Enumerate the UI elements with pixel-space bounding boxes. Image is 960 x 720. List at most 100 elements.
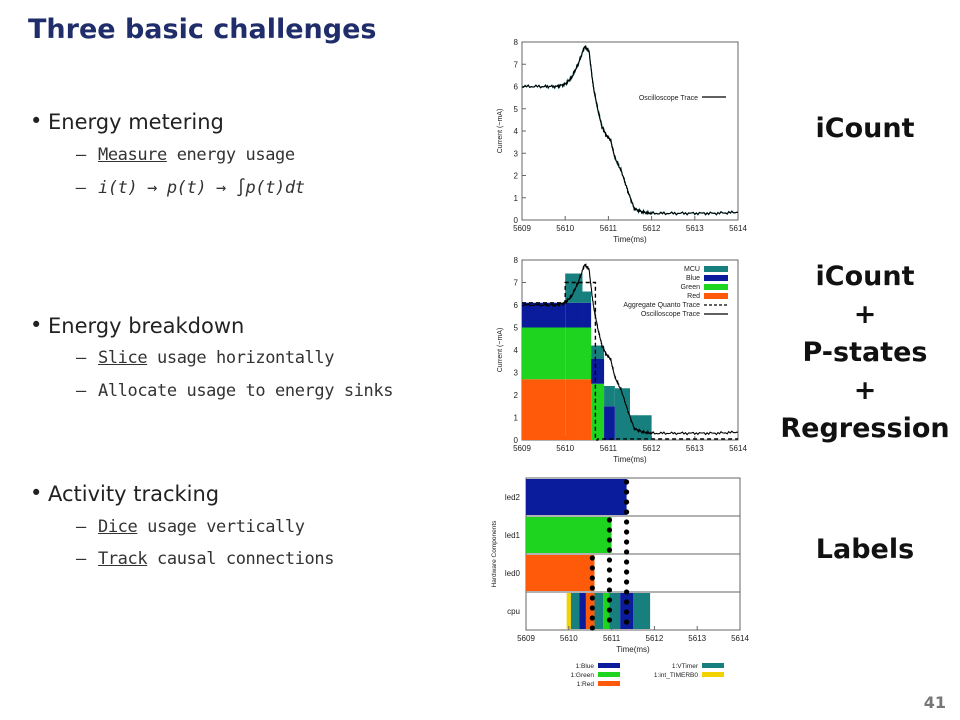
x-tick-label: 5609	[517, 634, 535, 643]
bullet-energy-metering: Energy metering	[30, 109, 224, 134]
causal-dot-1	[606, 557, 613, 563]
causal-dot-2	[623, 589, 630, 595]
bar-blue-4	[604, 406, 615, 440]
y-tick-label: 0	[514, 436, 519, 445]
chart-oscilloscope: 5609 5610 5611 5612 5613 5614 0 1 2 3 4 5 6 7 8 Time(ms…	[497, 38, 747, 244]
causal-dot-2	[623, 569, 630, 575]
bar-green-1	[565, 327, 583, 380]
sub-allocate-rest: Allocate usage to energy sinks	[98, 381, 394, 401]
causal-dot-1	[606, 517, 613, 523]
causal-dot-2	[623, 579, 630, 585]
bar-green-0	[522, 327, 566, 380]
row-label-led2: led2	[505, 493, 521, 502]
x-tick-label: 5610	[560, 634, 578, 643]
causal-dot-1	[606, 547, 613, 553]
causal-dot-2	[623, 609, 630, 615]
causal-dot-2	[623, 539, 630, 545]
x-axis-label: Time(ms)	[613, 235, 647, 244]
causal-dot-1	[606, 577, 613, 583]
y-tick-label: 0	[514, 216, 519, 225]
legend-swatch-mcu	[704, 266, 728, 272]
segment-cpu-5	[579, 593, 586, 629]
segment-led2-0	[526, 479, 627, 515]
causal-dot-0	[589, 555, 595, 561]
bar-mcu-6	[630, 415, 652, 440]
legend-label-0: 1:Blue	[576, 663, 595, 670]
bar-mcu-4	[604, 386, 615, 407]
causal-dot-0	[589, 565, 595, 571]
segment-led0-2	[526, 555, 595, 591]
causal-dot-1	[606, 617, 613, 623]
x-tick-label: 5612	[646, 634, 664, 643]
y-axis-label: Current (~mA)	[497, 328, 504, 373]
label-labels: Labels	[815, 534, 915, 565]
x-tick-label: 5610	[556, 444, 574, 453]
causal-dot-1	[606, 567, 613, 573]
label-line-plus-1: +	[853, 299, 877, 330]
legend-swatch-green	[704, 284, 728, 290]
causal-dot-1	[606, 607, 613, 613]
sub-slice: Slice usage horizontally	[76, 348, 334, 368]
causal-dot-2	[623, 619, 630, 625]
x-tick-label: 5614	[729, 444, 747, 453]
causal-dot-0	[589, 625, 595, 631]
y-tick-label: 6	[514, 301, 519, 310]
bar-blue-0	[522, 302, 566, 328]
causal-dot-0	[589, 615, 595, 621]
bar-mcu-5	[614, 388, 630, 440]
sub-dice-keyword: Dice	[98, 517, 138, 537]
segment-cpu-7	[594, 593, 604, 629]
x-tick-label: 5612	[643, 224, 661, 233]
y-tick-label: 2	[514, 391, 519, 400]
legend-label-4: Aggregate Quanto Trace	[623, 302, 700, 309]
sub-formula: i(t) → p(t) → ∫p(t)dt	[76, 178, 305, 198]
x-tick-label: 5611	[600, 224, 618, 233]
bar-blue-3	[591, 359, 605, 384]
segment-cpu-6	[585, 593, 595, 629]
x-tick-label: 5613	[688, 634, 706, 643]
causal-dot-2	[623, 559, 630, 565]
x-tick-label: 5609	[513, 444, 531, 453]
chart-stacked-breakdown: 5609 5610 5611 5612 5613 5614 0 1 2 3 4 5 6 7 8 Time(ms…	[497, 256, 747, 464]
causal-dot-0	[589, 595, 595, 601]
x-tick-label: 5614	[731, 634, 749, 643]
bar-red-0	[522, 379, 566, 440]
x-tick-label: 5613	[686, 224, 704, 233]
causal-dot-1	[606, 597, 613, 603]
y-tick-label: 8	[514, 38, 519, 47]
sub-dice: Dice usage vertically	[76, 517, 305, 537]
segment-led1-1	[526, 517, 612, 553]
sub-measure-keyword: Measure	[98, 145, 167, 165]
y-tick-label: 1	[514, 414, 519, 423]
legend-swatch-red	[598, 681, 620, 686]
bar-green-2	[582, 327, 592, 380]
chart-activity-tracking: led2 led1 led0 cpu 5609 5610 5611 5612 5613 5614 T…	[491, 477, 749, 688]
legend-label-4: 1:int_TIMERB0	[654, 672, 698, 679]
bar-green-3	[591, 383, 605, 440]
legend-swatch-red	[704, 293, 728, 299]
legend-label-1: Blue	[686, 275, 700, 282]
causal-dot-0	[589, 605, 595, 611]
y-tick-label: 3	[514, 149, 519, 158]
y-tick-label: 8	[514, 256, 519, 265]
causal-dot-2	[623, 489, 630, 495]
bullet-energy-breakdown: Energy breakdown	[30, 313, 244, 338]
label-icount-pstates-regression: iCount + P-states + Regression	[770, 258, 960, 448]
segment-cpu-4	[570, 593, 580, 629]
sub-track-keyword: Track	[98, 549, 148, 569]
x-tick-label: 5614	[729, 224, 747, 233]
x-axis-label: Time(ms)	[613, 455, 647, 464]
label-line-pstates: P-states	[802, 337, 928, 368]
y-tick-label: 6	[514, 83, 519, 92]
slide-title: Three basic challenges	[28, 14, 377, 45]
label-line-regression: Regression	[780, 413, 950, 444]
causal-dot-2	[623, 499, 630, 505]
causal-dot-2	[623, 479, 630, 485]
legend-label-oscilloscope: Oscilloscope Trace	[639, 95, 698, 102]
causal-dot-2	[623, 549, 630, 555]
segment-cpu-3	[566, 593, 571, 629]
bar-red-2	[582, 379, 592, 440]
segment-cpu-11	[633, 593, 651, 629]
bar-blue-1	[565, 302, 583, 328]
bar-mcu-3	[591, 345, 605, 359]
